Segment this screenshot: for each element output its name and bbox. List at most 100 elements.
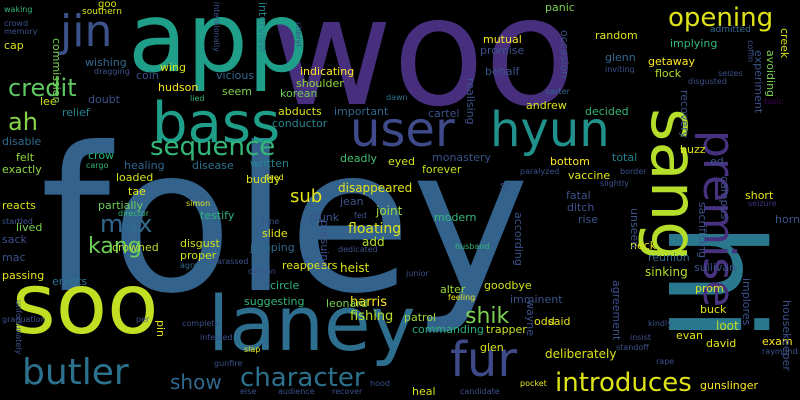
word-proper: proper (180, 249, 217, 262)
word-candidate: candidate (460, 387, 500, 396)
word-doubt: doubt (88, 93, 120, 106)
word-lied: lied (190, 94, 205, 103)
word-alter: alter (440, 283, 466, 296)
word-ditch: ditch (567, 201, 595, 214)
word-cheryl: cheryl (294, 22, 303, 47)
word-abducts: abducts (278, 105, 322, 118)
word-panic: panic (545, 1, 575, 14)
word-patrol: patrol (404, 311, 437, 324)
word-disease: disease (192, 159, 234, 172)
word-startled: startled (2, 217, 33, 226)
word-disgust: disgust (180, 237, 220, 250)
word-felt: felt (16, 151, 35, 164)
word-seem: seem (222, 85, 252, 98)
word-border: border (620, 167, 647, 176)
word-experiment: experiment (752, 50, 765, 114)
word-gunslinger: gunslinger (700, 379, 759, 392)
word-recovery: recovery (678, 90, 691, 139)
word-cartel: cartel (428, 107, 460, 120)
word-decided: decided (585, 105, 629, 118)
word-complete: complete (182, 319, 220, 328)
word-insist: insist (630, 333, 651, 342)
word-heal: heal (412, 385, 436, 398)
word-reunion: reunion (648, 251, 690, 264)
word-passing: passing (2, 269, 45, 282)
word-harassed: harassed (212, 257, 249, 266)
word-hudson: hudson (158, 81, 199, 94)
word-dragging: dragging (94, 67, 130, 76)
word-bottom: bottom (550, 155, 590, 168)
word-conductor: conductor (272, 117, 328, 130)
word-raymond: raymond (762, 347, 798, 356)
word-avoiding: avoiding (764, 50, 777, 98)
word-exam: exam (762, 335, 793, 348)
word-slide: slide (262, 227, 288, 240)
word-butler: butler (22, 352, 129, 393)
word-else: else (240, 387, 257, 396)
word-pursuing: pursuing (318, 220, 331, 269)
word-fed: fed (354, 211, 367, 220)
word-implying: implying (670, 37, 718, 50)
word-buck: buck (700, 303, 727, 316)
word-glenn: glenn (605, 51, 636, 64)
word-david: david (706, 337, 737, 350)
word-crowd: crowd (4, 19, 29, 28)
word-flock: flock (655, 67, 682, 80)
word-admitted: admitted (710, 25, 751, 35)
word-wayne: wayne (524, 300, 537, 336)
word-mac: mac (2, 251, 26, 264)
word-paralyzed: paralyzed (520, 167, 560, 176)
word-lone: lone (262, 217, 280, 226)
word-carter: carter (546, 87, 570, 96)
word-deliberately: deliberately (545, 347, 617, 361)
word-commanding: commanding (412, 323, 484, 336)
word-reacts: reacts (2, 199, 36, 212)
word-buzz: buzz (680, 143, 706, 156)
word-slap: slap (244, 345, 261, 354)
word-toxic: toxic (764, 97, 784, 106)
word-goodbye: goodbye (484, 279, 532, 292)
word-sequence: sequence (150, 132, 276, 162)
word-loaded: loaded (116, 171, 154, 184)
word-fatal: fatal (566, 189, 591, 202)
word-credit: credit (8, 74, 77, 102)
word-disable: disable (2, 135, 42, 148)
word-ed: ed (710, 155, 724, 168)
word-total: total (612, 151, 638, 164)
word-jean: jean (340, 195, 364, 208)
word-shoulder: shoulder (296, 77, 344, 90)
word-soo: soo (12, 255, 159, 353)
word-cargo: cargo (86, 161, 109, 170)
word-vaccine: vaccine (568, 169, 611, 182)
word-sullivan: sullivan (694, 261, 737, 274)
word-crowned: crowned (112, 241, 159, 254)
word-random: random (595, 29, 638, 42)
word-important: important (334, 105, 389, 118)
word-glen: glen (480, 341, 504, 354)
word-recover: recover (332, 387, 363, 396)
word-fishing: fishing (350, 309, 394, 324)
word-graduation: graduation (2, 315, 46, 324)
word-wishing: wishing (85, 56, 127, 69)
word-inviting: inviting (605, 65, 635, 74)
word-disappeared: disappeared (338, 181, 413, 195)
word-sinking: sinking (645, 265, 688, 279)
word-agreement: agreement (610, 280, 623, 341)
word-kang: kang (88, 234, 142, 259)
word-ah: ah (8, 108, 38, 136)
word-tae: tae (128, 185, 146, 198)
word-exactly: exactly (2, 163, 42, 176)
word-coin: coin (136, 69, 159, 82)
word-agreeing: agreeing (180, 261, 216, 270)
word-southern: southern (82, 7, 122, 17)
word-disgusted: disgusted (688, 77, 727, 86)
word-said: said (548, 315, 571, 328)
word-buddy: buddy (246, 173, 281, 186)
word-suggesting: suggesting (244, 295, 305, 308)
word-joint: joint (376, 204, 403, 218)
word-add: add (362, 235, 385, 249)
word-harris: harris (350, 295, 388, 310)
word-short: short (745, 189, 774, 202)
word-wing: wing (160, 61, 187, 74)
word-relief: relief (62, 106, 90, 119)
